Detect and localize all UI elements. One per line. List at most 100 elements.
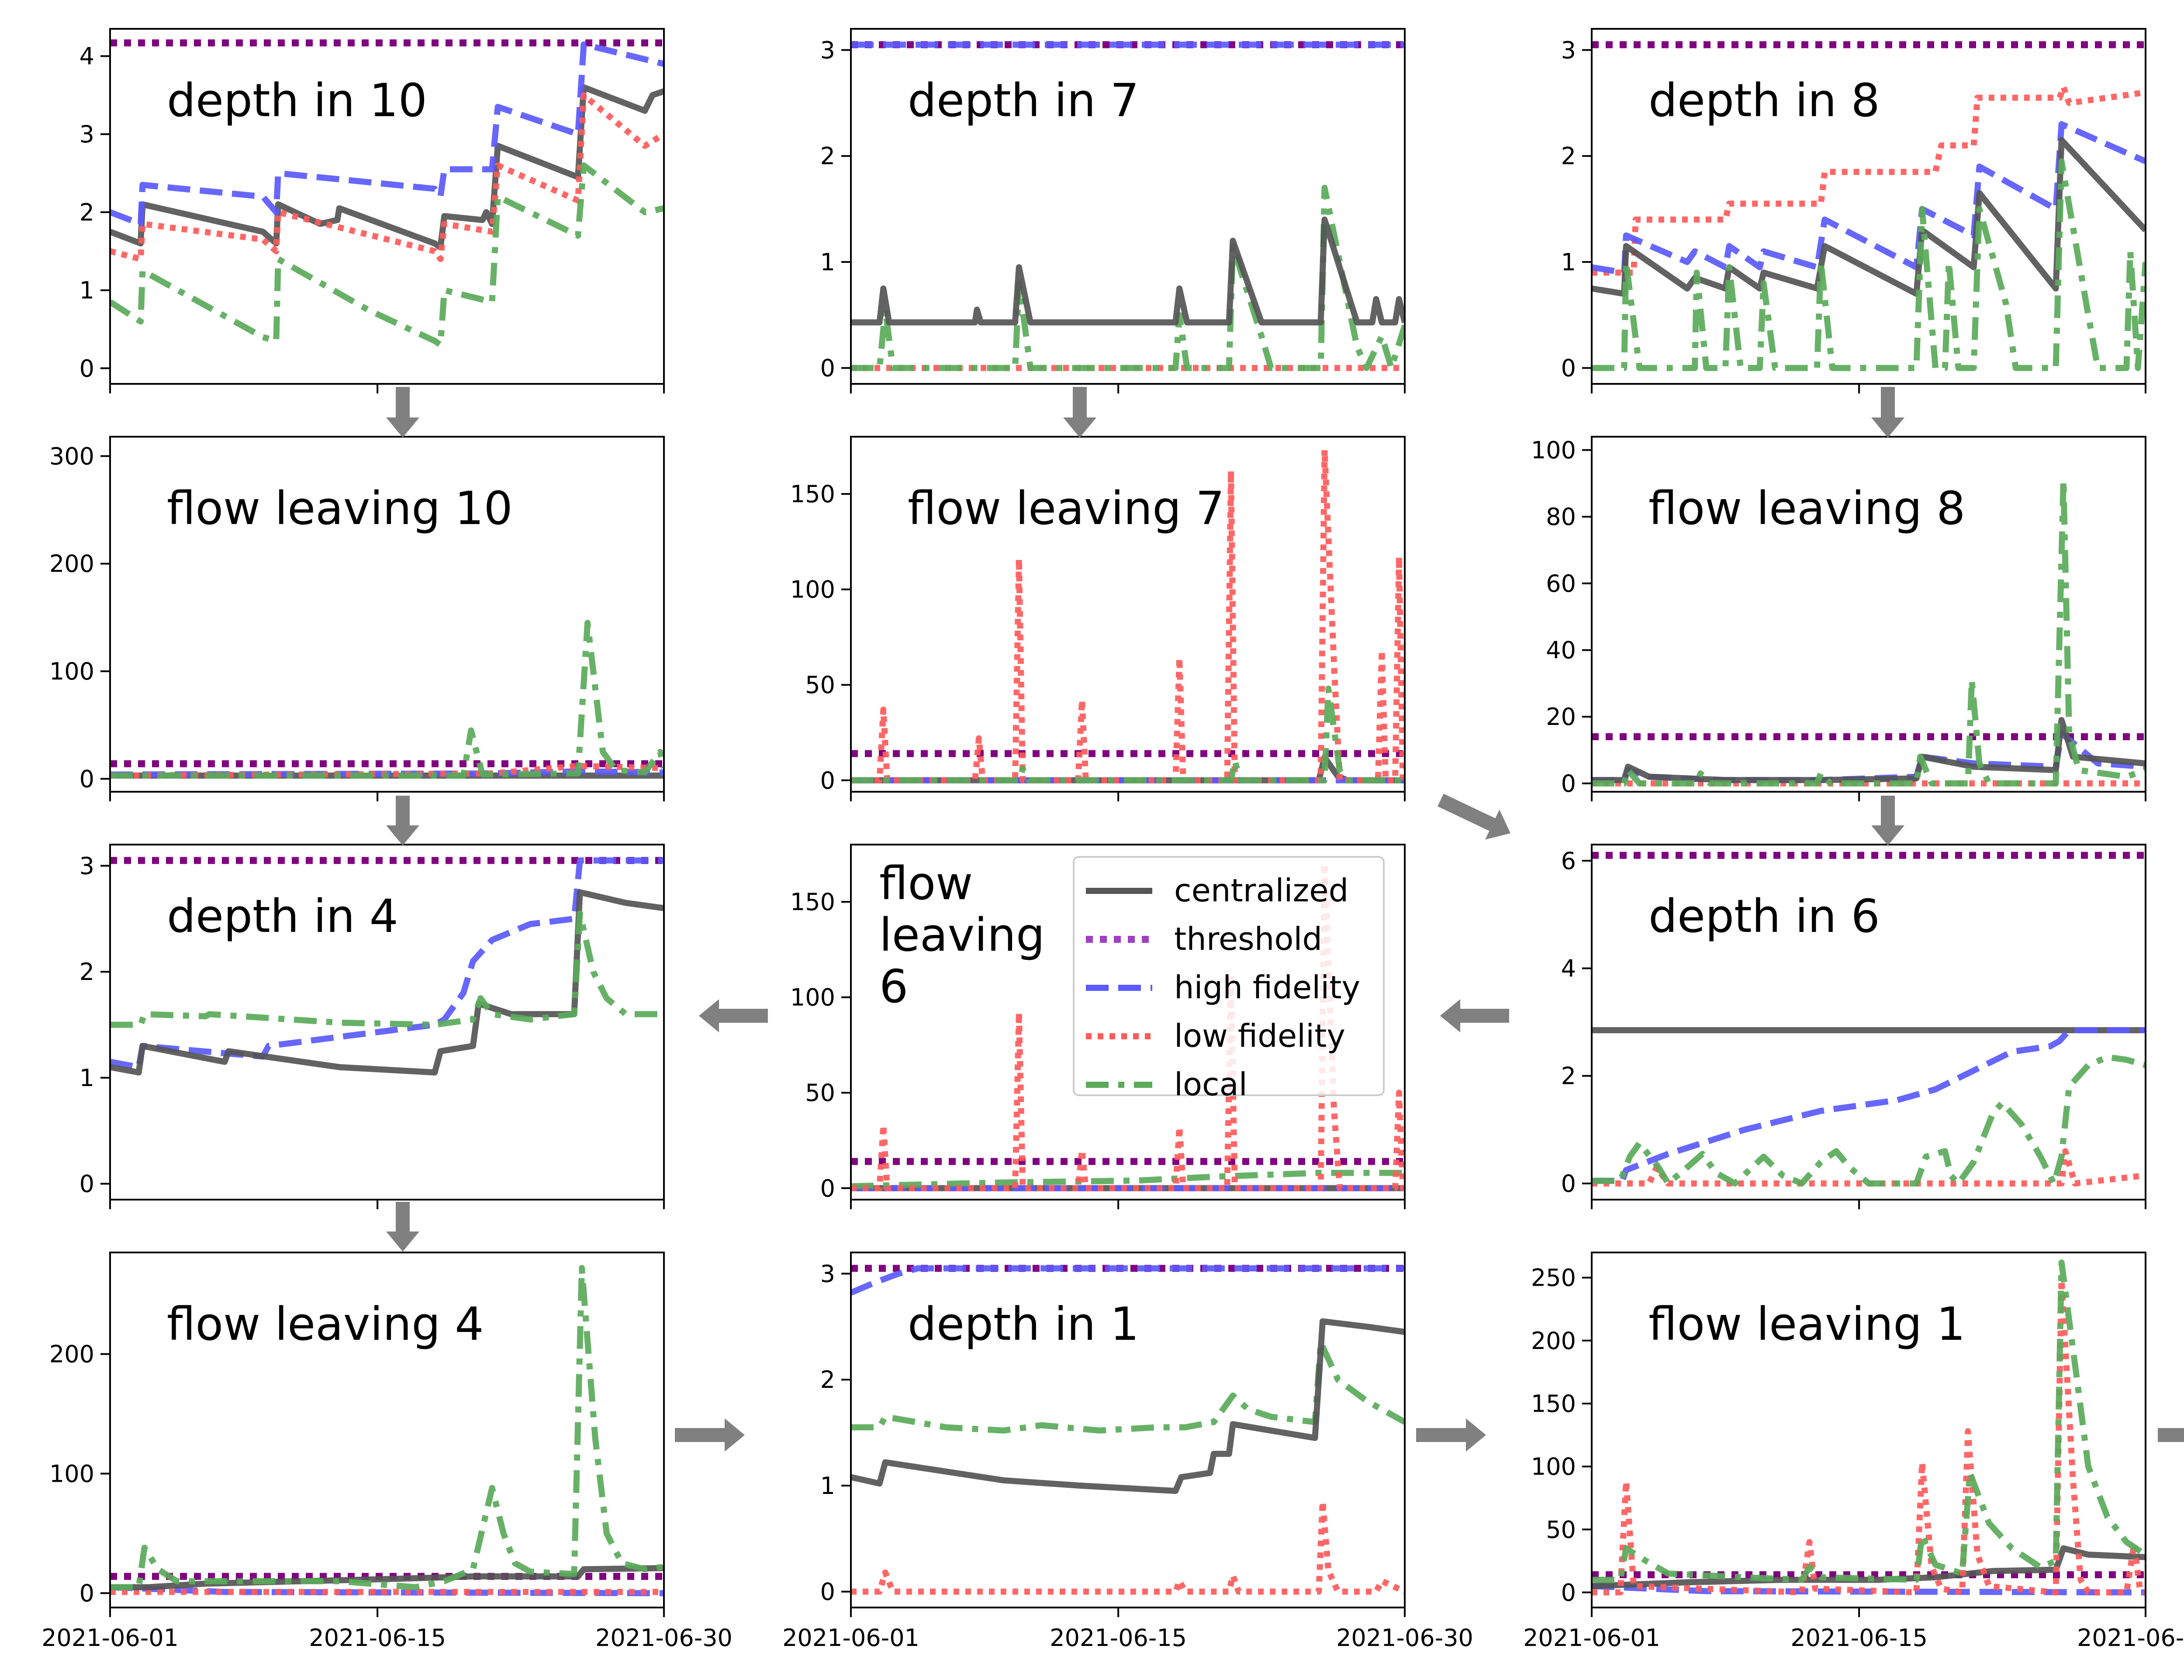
y-tick-label: 100: [49, 658, 94, 685]
panel-title-line: leaving: [879, 908, 1045, 962]
y-tick-label: 2: [1561, 142, 1576, 170]
y-tick-label: 2: [820, 1366, 835, 1394]
series-line-local: [110, 620, 664, 779]
panel-title: depth in 10: [167, 74, 427, 127]
axes-frame: [1591, 28, 2146, 385]
x-tick-label: 2021-06-30: [595, 1624, 733, 1652]
legend: centralized threshold high fidelity low fid…: [1073, 856, 1385, 1103]
y-tick-label: 1: [79, 1064, 94, 1092]
series-group: [851, 1265, 1405, 1595]
axes-frame: [1591, 1252, 2146, 1608]
axes-frame: [850, 844, 1406, 1200]
y-tick-label: 200: [49, 1341, 94, 1368]
y-tick-label: 100: [790, 984, 835, 1011]
y-tick-label: 60: [1546, 570, 1576, 597]
panel-11: 0 50 100 150 200 250 2021-06-01 2021-06-15 2021-…: [1523, 1252, 2184, 1652]
y-tick-label: 40: [1546, 637, 1576, 664]
panel-2: 0 1 2 3 depth in 8: [1561, 28, 2146, 393]
series-line-low-fidelity: [1592, 84, 2146, 276]
y-tick-label: 0: [79, 765, 94, 793]
axes-frame: [1591, 436, 2146, 793]
series-line-local: [110, 910, 664, 1028]
series-line-centralized: [1592, 1545, 2146, 1589]
y-tick-label: 2: [79, 199, 94, 226]
y-tick-label: 4: [1561, 955, 1576, 982]
x-tick-label: 2021-06-01: [1523, 1624, 1660, 1652]
x-tick-label: 2021-06-01: [782, 1624, 919, 1652]
panel-title: depth in 6: [1648, 890, 1880, 943]
y-tick-label: 0: [820, 355, 835, 382]
y-tick-label: 50: [1546, 1516, 1576, 1543]
y-tick-label: 0: [820, 1175, 835, 1202]
series-group: [851, 860, 1405, 1191]
legend-label: threshold: [1174, 921, 1322, 957]
axes-frame: [109, 436, 665, 793]
axes-frame: [850, 28, 1406, 385]
series-group: [110, 857, 664, 1076]
series-group: [1592, 1259, 2146, 1596]
y-tick-label: 3: [820, 37, 835, 64]
series-line-centralized: [851, 1318, 1405, 1494]
series-line-high-fidelity: [1592, 121, 2146, 276]
y-tick-label: 0: [1561, 1170, 1576, 1197]
axes-frame: [109, 28, 665, 385]
y-tick-label: 0: [1561, 770, 1576, 797]
y-tick-label: 0: [1561, 1579, 1576, 1606]
series-line-low-fidelity: [110, 762, 664, 779]
series-line-local: [851, 185, 1405, 371]
legend-label: low fidelity: [1174, 1018, 1345, 1054]
panel-title: flow leaving 7: [908, 482, 1224, 535]
y-tick-label: 0: [79, 1170, 94, 1198]
flow-arrow: [1063, 387, 1096, 438]
y-tick-label: 150: [1531, 1390, 1576, 1418]
y-tick-label: 1: [79, 277, 94, 304]
series-line-low-fidelity: [1592, 1148, 2146, 1187]
panel-7: 0 50 100 150 flow leaving 6: [790, 844, 1406, 1209]
series-line-local: [1592, 1259, 2146, 1583]
axes-frame: [109, 1252, 665, 1608]
panel-6: 0 1 2 3 depth in 4: [79, 844, 665, 1209]
series-line-low-fidelity: [851, 860, 1405, 1191]
y-tick-label: 1: [820, 1472, 835, 1500]
panel-title: depth in 4: [167, 890, 398, 943]
flow-arrow: [1440, 999, 1509, 1032]
series-line-high-fidelity: [1592, 730, 2146, 783]
x-tick-label: 2021-06-15: [309, 1624, 446, 1652]
series-line-low-fidelity: [851, 1498, 1405, 1595]
y-tick-label: 20: [1546, 703, 1576, 731]
panel-5: 0 20 40 60 80 100 flow leaving 8: [1531, 436, 2146, 801]
panel-1: 0 1 2 3 depth in 7: [820, 28, 1406, 393]
series-group: [851, 447, 1405, 783]
y-tick-label: 2: [820, 142, 835, 170]
y-tick-label: 0: [79, 1580, 94, 1607]
legend-label: high fidelity: [1174, 969, 1360, 1006]
panel-title-line: 6: [879, 960, 908, 1013]
y-tick-label: 50: [805, 671, 835, 699]
y-tick-label: 100: [49, 1460, 94, 1487]
series-group: [1592, 41, 2146, 371]
series-line-high-fidelity: [851, 1265, 1405, 1296]
x-tick-label: 2021-06-15: [1050, 1624, 1187, 1652]
panel-title: flow leaving 4: [167, 1297, 484, 1351]
axes-frame: [850, 436, 1406, 793]
y-tick-label: 100: [790, 576, 835, 604]
y-tick-label: 0: [79, 355, 94, 382]
legend-box: [1073, 856, 1385, 1096]
series-group: [851, 41, 1405, 371]
y-tick-label: 100: [1531, 1453, 1576, 1480]
axes-frame: [1591, 844, 2146, 1200]
panel-0: 0 1 2 3 4 depth in 10: [79, 28, 665, 393]
series-group: [110, 1265, 664, 1597]
x-tick-label: 2021-06-30: [1336, 1624, 1473, 1652]
flow-arrow: [2158, 1428, 2184, 1442]
legend-label: local: [1174, 1066, 1248, 1103]
panel-title: depth in 7: [908, 74, 1139, 127]
y-tick-label: 4: [79, 43, 94, 70]
panel-title: flow leaving 10: [167, 482, 513, 535]
series-line-local: [1592, 1054, 2146, 1187]
panel-title: flow leaving 1: [1648, 1297, 1965, 1351]
flow-arrow: [675, 1418, 745, 1452]
y-tick-label: 200: [1531, 1327, 1576, 1355]
y-tick-label: 0: [1561, 355, 1576, 382]
